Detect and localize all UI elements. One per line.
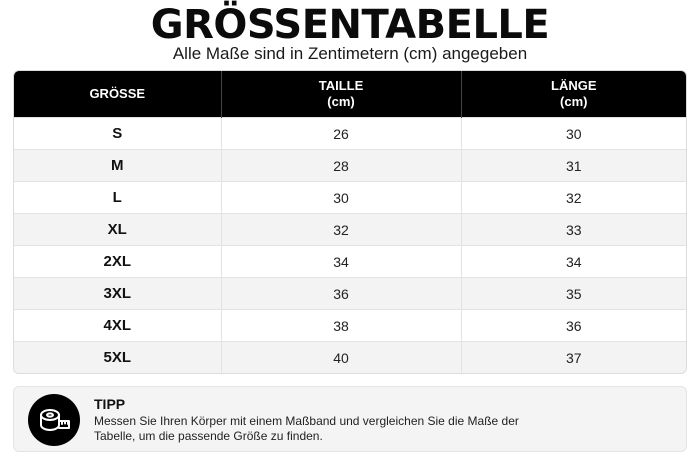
column-header-label: TAILLE	[318, 78, 364, 93]
table-row: 5XL 40 37	[14, 341, 686, 373]
length-cell: 30	[461, 117, 686, 150]
column-header-size: GRÖSSE	[14, 71, 222, 118]
waist-cell: 30	[221, 181, 462, 214]
length-cell: 36	[461, 309, 686, 342]
waist-cell: 38	[221, 309, 462, 342]
table-row: S 26 30	[14, 117, 686, 150]
table-header-row: GRÖSSE TAILLE (cm) LÄNGE (cm)	[14, 71, 686, 118]
column-header-label: LÄNGE	[551, 78, 597, 93]
waist-cell: 36	[221, 277, 462, 310]
table-row: 3XL 36 35	[14, 277, 686, 310]
tip-title: TIPP	[94, 396, 126, 412]
size-table-card: GRÖSSE TAILLE (cm) LÄNGE (cm) S 26 30 M 28 31…	[13, 70, 687, 374]
tip-text: Messen Sie Ihren Körper mit einem Maßban…	[94, 414, 519, 443]
length-cell: 37	[461, 341, 686, 373]
size-cell: M	[14, 149, 222, 182]
table-body: S 26 30 M 28 31 L 30 32 XL 32 33 2XL 34 34 3XL 36 35 4XL 38…	[14, 117, 686, 373]
size-table: GRÖSSE TAILLE (cm) LÄNGE (cm) S 26 30 M 28 31…	[14, 71, 686, 373]
size-cell: 3XL	[14, 277, 222, 310]
column-header-unit: (cm)	[327, 94, 355, 109]
size-cell: XL	[14, 213, 222, 246]
waist-cell: 32	[221, 213, 462, 246]
length-cell: 31	[461, 149, 686, 182]
page-title: GRÖSSENTABELLE	[150, 2, 550, 48]
table-row: 4XL 38 36	[14, 309, 686, 342]
length-cell: 35	[461, 277, 686, 310]
tip-box: TIPP Messen Sie Ihren Körper mit einem M…	[13, 386, 687, 452]
page-subtitle: Alle Maße sind in Zentimetern (cm) angeg…	[172, 44, 528, 63]
size-cell: S	[14, 117, 222, 150]
waist-cell: 34	[221, 245, 462, 278]
length-cell: 34	[461, 245, 686, 278]
size-cell: 5XL	[14, 341, 222, 373]
waist-cell: 40	[221, 341, 462, 373]
waist-cell: 28	[221, 149, 462, 182]
table-row: XL 32 33	[14, 213, 686, 246]
table-row: 2XL 34 34	[14, 245, 686, 278]
size-cell: 2XL	[14, 245, 222, 278]
length-cell: 33	[461, 213, 686, 246]
length-cell: 32	[461, 181, 686, 214]
table-row: M 28 31	[14, 149, 686, 182]
measuring-tape-icon	[28, 394, 80, 446]
column-header-unit: (cm)	[560, 94, 588, 109]
size-cell: L	[14, 181, 222, 214]
column-header-label: GRÖSSE	[89, 86, 146, 101]
column-header-waist: TAILLE (cm)	[221, 71, 462, 118]
column-header-length: LÄNGE (cm)	[461, 71, 686, 118]
waist-cell: 26	[221, 117, 462, 150]
size-cell: 4XL	[14, 309, 222, 342]
table-row: L 30 32	[14, 181, 686, 214]
